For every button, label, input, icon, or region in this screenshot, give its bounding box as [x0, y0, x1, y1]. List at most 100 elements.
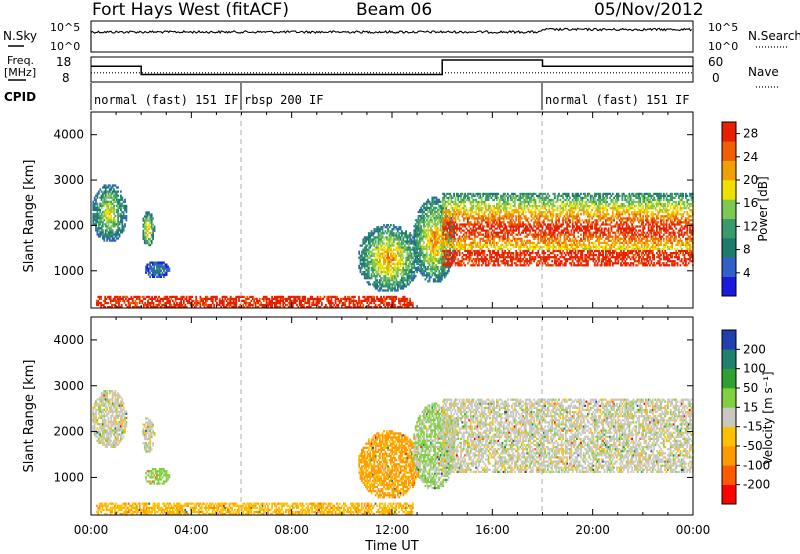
y-tick-label-1-3: 3000 — [53, 173, 84, 187]
velocity-colorbar-tick-4: -15 — [743, 420, 763, 434]
echo-region-7 — [96, 295, 414, 309]
frequency-series — [91, 59, 693, 76]
power-colorbar-tick-5: 20 — [743, 173, 758, 187]
echo-region-1 — [92, 184, 128, 242]
velocity-colorbar-bin-4 — [722, 426, 736, 447]
y-tick-label-2-1: 1000 — [53, 470, 84, 484]
power-panel: 1000 2000 3000 4000 Slant Range [km] — [22, 111, 694, 309]
velocity-colorbar-tick-2: -100 — [743, 458, 770, 472]
velocity-colorbar-bin-3 — [722, 446, 736, 466]
power-y-axis: 1000 2000 3000 4000 — [53, 128, 693, 278]
y-tick-label-2-2: 2000 — [53, 425, 84, 439]
velocity-colorbar-tick-8: 200 — [743, 342, 766, 356]
nave-tick-bottom: 0 — [712, 71, 720, 85]
y-tick-label-1-1: 1000 — [53, 264, 84, 278]
velocity-panel: 1000 2000 3000 4000 00:00 04:00 08:00 12:00 16:… — [22, 316, 711, 554]
velocity-colorbar-bin-8 — [722, 349, 736, 369]
velocity-colorbar-tick-5: 15 — [743, 400, 758, 414]
velocity-colorbar-bin-5 — [722, 407, 736, 427]
velocity-colorbar-label: Velocity [m s⁻¹] — [761, 371, 775, 464]
nave-label: Nave — [748, 65, 779, 79]
power-x-ticks — [90, 112, 694, 308]
power-colorbar-tick-3: 12 — [743, 219, 758, 233]
power-y-axis-label: Slant Range [km] — [22, 160, 37, 273]
velocity-x-axis: 00:00 04:00 08:00 12:00 16:00 20:00 00:00 — [74, 317, 711, 537]
freq-tick-bottom: 8 — [62, 71, 70, 85]
noise-panel: N.Sky 10^5 10^0 10^5 10^0 N.Search — [3, 20, 800, 53]
velocity-colorbar-bin-9 — [722, 330, 736, 350]
y-tick-label-1-4: 4000 — [53, 128, 84, 142]
velocity-echo-map — [92, 390, 694, 516]
echo-region-2 — [142, 211, 156, 247]
velocity-colorbar: -200 -100 -50 -15 15 50 100 200 Velocity [m s⁻¹… — [721, 329, 775, 505]
velocity-colorbar-tick-1: -200 — [743, 478, 770, 492]
velocity-colorbar-tick-7: 100 — [743, 362, 766, 376]
freq-panel: Freq. [MHz] 18 8 60 0 Nave — [4, 54, 779, 88]
power-colorbar-label: Power [dB] — [756, 176, 770, 241]
power-colorbar-tick-2: 8 — [743, 243, 751, 257]
power-colorbar: 4 8 12 16 20 24 28 Power [dB] — [721, 121, 770, 297]
x-tick-label-1: 00:00 — [74, 523, 109, 537]
velocity-colorbar-bin-7 — [722, 368, 736, 389]
echo-region-4 — [358, 224, 421, 292]
x-tick-label-2: 04:00 — [174, 523, 209, 537]
cpid-label: CPID — [4, 90, 36, 104]
velocity-colorbar-bin-2 — [722, 465, 736, 485]
nave-tick-top: 60 — [708, 55, 723, 69]
power-colorbar-tick-6: 24 — [743, 150, 758, 164]
echo-region-1 — [92, 390, 128, 448]
power-colorbar-tick-4: 16 — [743, 196, 758, 210]
power-colorbar-bin-9 — [722, 122, 736, 142]
power-colorbar-bin-2 — [722, 257, 736, 277]
cpid-strip: CPID normal (fast) 151 IF rbsp 200 IF no… — [4, 83, 690, 110]
power-colorbar-bin-5 — [722, 199, 736, 219]
x-tick-label-5: 16:00 — [475, 523, 510, 537]
power-colorbar-tick-7: 28 — [743, 127, 758, 141]
x-tick-label-3: 08:00 — [274, 523, 309, 537]
power-colorbar-bin-3 — [722, 238, 736, 258]
echo-region-4 — [358, 430, 421, 499]
freq-label-2: [MHz] — [4, 66, 36, 79]
echo-region-2 — [142, 417, 156, 453]
x-tick-label-6: 20:00 — [575, 523, 610, 537]
echo-region-6 — [442, 398, 694, 473]
power-colorbar-tick-1: 4 — [743, 266, 751, 280]
noise-search-label: N.Search — [748, 29, 800, 43]
y-tick-label-2-3: 3000 — [53, 379, 84, 393]
noise-left-tick-bottom: 10^0 — [50, 40, 80, 53]
velocity-y-axis: 1000 2000 3000 4000 — [53, 333, 693, 484]
power-colorbar-bin-1 — [722, 276, 736, 297]
echo-region-3 — [145, 261, 171, 278]
velocity-colorbar-bin-6 — [722, 388, 736, 408]
power-colorbar-bin-8 — [722, 141, 736, 161]
y-tick-label-1-2: 2000 — [53, 218, 84, 232]
velocity-colorbar-bin-1 — [722, 484, 736, 505]
beam-label: Beam 06 — [356, 0, 433, 20]
freq-label-1: Freq. — [7, 54, 34, 67]
echo-region-6 — [442, 192, 694, 267]
power-echo-map — [92, 184, 694, 309]
power-colorbar-bin-4 — [722, 218, 736, 239]
velocity-y-axis-label: Slant Range [km] — [22, 360, 37, 473]
cpid-segment-2: rbsp 200 IF — [244, 93, 323, 107]
velocity-colorbar-tick-3: -50 — [743, 439, 763, 453]
noise-sky-series — [90, 27, 693, 50]
station-title: Fort Hays West (fitACF) — [92, 0, 289, 20]
cpid-segment-3: normal (fast) 151 IF — [545, 93, 690, 107]
date-label: 05/Nov/2012 — [594, 0, 704, 20]
x-tick-label-4: 12:00 — [375, 523, 410, 537]
noise-trace — [90, 27, 693, 50]
freq-tick-top: 18 — [56, 55, 71, 69]
x-tick-label-7: 00:00 — [676, 523, 711, 537]
echo-region-7 — [96, 502, 414, 516]
noise-right-tick-top: 10^5 — [708, 21, 738, 34]
noise-left-tick-top: 10^5 — [50, 21, 80, 34]
power-colorbar-bin-7 — [722, 160, 736, 181]
velocity-colorbar-tick-6: 50 — [743, 381, 758, 395]
power-colorbar-bin-6 — [722, 180, 736, 200]
echo-region-3 — [145, 468, 171, 485]
noise-sky-label: N.Sky — [3, 29, 37, 43]
time-axis-label: Time UT — [364, 539, 418, 554]
y-tick-label-2-4: 4000 — [53, 333, 84, 347]
